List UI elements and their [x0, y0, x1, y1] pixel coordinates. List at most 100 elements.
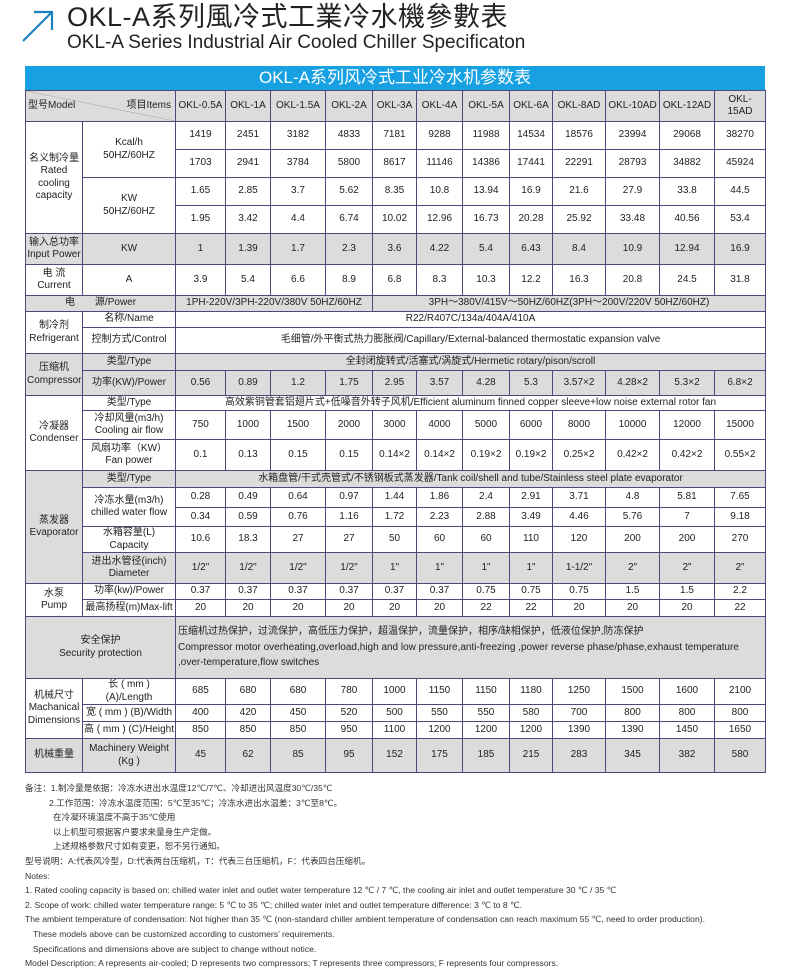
value-cell: 10.02: [372, 205, 417, 234]
security-text: 压缩机过热保护，过流保护，高低压力保护，超温保护，流量保护，相序/缺相保护，低液…: [175, 616, 766, 679]
value-cell: 23994: [605, 121, 660, 150]
value-cell: 7.65: [714, 487, 766, 508]
value-cell: 0.75: [552, 583, 606, 600]
table-row: KW 50HZ/60HZ 1.65 2.85 3.7 5.62 8.35 10.8 13.94…: [26, 177, 766, 234]
value-cell: 8617: [372, 149, 417, 178]
value-cell: 0.19×2: [462, 439, 510, 471]
value-cell: 1.65: [175, 177, 226, 206]
value-cell: 0.76: [270, 507, 326, 527]
value-cell: 0.37: [325, 583, 373, 600]
value-cell: 780: [325, 678, 373, 705]
value-cell: 0.97: [325, 487, 373, 508]
value-cell: 2": [605, 552, 660, 584]
model-header: OKL-6A: [509, 90, 553, 122]
value-cell: 580: [714, 738, 766, 773]
value-cell: 200: [605, 526, 660, 553]
value-cell: 2000: [325, 410, 373, 440]
value-cell: 12.94: [659, 233, 715, 265]
item-label: 风扇功率（KW） Fan power: [82, 439, 176, 471]
item-label: A: [82, 264, 176, 296]
value-cell: 0.42×2: [605, 439, 660, 471]
value-cell: 680: [225, 678, 271, 705]
value-cell: 0.59: [225, 507, 271, 527]
value-cell: 1150: [416, 678, 463, 705]
value-cell: 1.72: [372, 507, 417, 527]
value-cell: 0.75: [462, 583, 510, 600]
note-line: 2. Scope of work: chilled water temperat…: [25, 899, 523, 910]
value-cell: 8.3: [416, 264, 463, 296]
condenser-type: 高效紫铜管套铝翅片式+低噪音外转子风机/Efficient aluminum f…: [175, 395, 766, 411]
value-cell: 16.3: [552, 264, 606, 296]
value-cell: 2": [659, 552, 715, 584]
value-cell: 4.28: [462, 370, 510, 396]
value-cell: 16.9: [509, 177, 553, 206]
value-cell: 3000: [372, 410, 417, 440]
value-cell: 1": [372, 552, 417, 584]
arrow-up-right-icon: [22, 10, 54, 42]
value-cell: 5.3: [509, 370, 553, 396]
section-label: 名义制冷量 Rated cooling capacity: [25, 121, 83, 234]
value-cell: 0.75: [509, 583, 553, 600]
value-cell: 1.2: [270, 370, 326, 396]
value-cell: 3.6: [372, 233, 417, 265]
table-row: 控制方式/Control 毛细管/外平衡式热力膨胀阀/Capillary/Exte…: [26, 327, 766, 354]
value-cell: 4.46: [552, 507, 606, 527]
value-cell: 5000: [462, 410, 510, 440]
item-label: 类型/Type: [82, 470, 176, 488]
value-cell: 38270: [714, 121, 766, 150]
value-cell: 5.4: [462, 233, 510, 265]
value-cell: 14534: [509, 121, 553, 150]
value-cell: 2941: [225, 149, 271, 178]
value-cell: 1-1/2": [552, 552, 606, 584]
value-cell: 1100: [372, 721, 417, 739]
value-cell: 1.5: [659, 583, 715, 600]
model-header: OKL-2A: [325, 90, 373, 122]
table-row: 电 源/Power 1PH-220V/3PH-220V/380V 50HZ/60H…: [25, 295, 766, 312]
value-cell: 18.3: [225, 526, 271, 553]
value-cell: 0.14×2: [416, 439, 463, 471]
value-cell: 95: [325, 738, 373, 773]
note-line: Notes:: [25, 870, 50, 881]
value-cell: 2.3: [325, 233, 373, 265]
item-label: 长 ( mm ) (A)/Length: [82, 678, 176, 705]
value-cell: 0.25×2: [552, 439, 606, 471]
table-row: 电 流 Current A 3.9 5.4 6.6 8.9 6.8 8.3 10.3 12.2 16…: [25, 264, 766, 296]
table-row: 水泵 Pump 功率(kw)/Power 0.37 0.37 0.37 0.37 0.37 0…: [25, 583, 766, 617]
diagonal-line: [27, 91, 174, 121]
item-label: 宽 ( mm ) (B)/Width: [82, 704, 176, 722]
value-cell: 3.42: [225, 205, 271, 234]
table-row: 进出水管径(inch) Diameter 1/2" 1/2" 1/2" 1/2" 1" 1"…: [26, 552, 766, 584]
value-cell: 1650: [714, 721, 766, 739]
item-label: KW 50HZ/60HZ: [82, 177, 176, 234]
value-cell: 62: [225, 738, 271, 773]
value-cell: 1": [509, 552, 553, 584]
value-cell: 1150: [462, 678, 510, 705]
value-cell: 8.35: [372, 177, 417, 206]
value-cell: 550: [462, 704, 510, 722]
value-cell: 0.15: [270, 439, 326, 471]
note-line: Model Description: A represents air-cool…: [25, 958, 559, 969]
value-cell: 20: [175, 599, 226, 617]
value-cell: 10.9: [605, 233, 660, 265]
value-cell: 450: [270, 704, 326, 722]
value-cell: 1200: [416, 721, 463, 739]
value-cell: 500: [372, 704, 417, 722]
value-cell: 9288: [416, 121, 463, 150]
value-cell: 5.62: [325, 177, 373, 206]
value-cell: 750: [175, 410, 226, 440]
value-cell: 11146: [416, 149, 463, 178]
value-cell: 17441: [509, 149, 553, 178]
value-cell: 152: [372, 738, 417, 773]
value-cell: 1.75: [325, 370, 373, 396]
value-cell: 0.37: [270, 583, 326, 600]
note-line: 以上机型可根据客户要求来量身生产定做。: [53, 826, 217, 837]
value-cell: 400: [175, 704, 226, 722]
value-cell: 1200: [462, 721, 510, 739]
item-label: KW: [82, 233, 176, 265]
value-cell: 5.4: [225, 264, 271, 296]
table-row: 冷凝器 Condenser 类型/Type 高效紫铜管套铝翅片式+低噪音外转子风机/…: [25, 395, 766, 471]
value-cell: 0.37: [175, 583, 226, 600]
value-cell: 1250: [552, 678, 606, 705]
value-cell: 1500: [605, 678, 660, 705]
model-header: OKL-3A: [372, 90, 417, 122]
